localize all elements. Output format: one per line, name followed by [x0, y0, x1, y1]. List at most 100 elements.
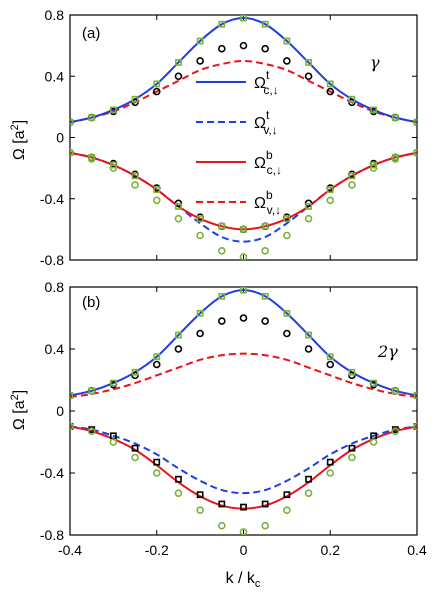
data-point-square-a [240, 15, 247, 22]
data-point-circle-a [239, 253, 248, 260]
y-tick-label-b: -0.8 [40, 527, 64, 543]
panel-a: -0.8 -0.4 0 0.4 0.8 (a) γ Ωt c,↓ Ωt v,↓ Ωb c,↓ Ωb v,↓ [40, 7, 418, 268]
data-point-circle-b [218, 521, 226, 530]
x-tick-label-b: 0.2 [321, 542, 341, 558]
y-tick-label-b: 0.8 [45, 279, 65, 295]
legend-label: Ωt v,↓ [254, 108, 278, 137]
data-point-square-a [175, 203, 182, 210]
data-point-square-b [305, 331, 312, 339]
data-point-square-a [131, 172, 139, 180]
data-point-circle-a [70, 149, 74, 157]
data-point-square-b [153, 353, 161, 361]
param-label-b: 2γ [377, 342, 398, 361]
data-point-circle-a [304, 214, 313, 223]
series-line-b-0 [70, 289, 417, 397]
data-point-square-a [391, 114, 399, 121]
data-point-circle-b [218, 317, 226, 325]
data-point-circle-b [70, 422, 74, 431]
data-point-circle-b [348, 453, 356, 462]
data-point-circle-a [196, 57, 204, 65]
data-point-square-b [283, 309, 291, 317]
data-point-circle-a [413, 149, 417, 157]
panel-b: -0.4 -0.2 0 0.2 0.4-0.8-0.400.40.8(b)2γ [40, 279, 427, 558]
data-point-square-b [391, 387, 399, 395]
data-point-square-a [370, 161, 378, 169]
y-tick-label-b: 0.4 [45, 341, 65, 357]
data-point-square-a [305, 59, 312, 66]
data-point-circle-a [174, 72, 183, 81]
data-point-circle-a [87, 155, 96, 163]
param-label-a: γ [370, 53, 380, 72]
data-point-circle-a [283, 231, 291, 240]
data-point-square-a [283, 37, 291, 45]
y-axis-label-b: Ω [a2] [9, 390, 28, 430]
data-point-square-a [370, 106, 378, 114]
data-point-circle-b [283, 506, 291, 515]
data-point-square-a [348, 95, 356, 103]
y-axis-label-a: Ω [a2] [9, 120, 28, 160]
data-point-square-b [196, 491, 204, 499]
data-point-square-b [370, 379, 378, 387]
y-tick-label-a: -0.4 [40, 191, 64, 207]
series-line-b-2 [70, 425, 417, 510]
y-tick-label-a: 0.4 [45, 68, 65, 84]
data-point-circle-b [174, 345, 183, 353]
data-point-circle-a [239, 41, 248, 50]
data-point-circle-a [218, 247, 226, 255]
x-tick-label-b: 0 [240, 542, 248, 558]
data-point-square-b [326, 458, 334, 466]
plot-frame-a [69, 14, 418, 261]
data-point-circle-a [152, 87, 161, 96]
data-point-circle-b [87, 427, 96, 435]
data-point-square-a [109, 106, 117, 114]
x-tick-label-b: 0.4 [407, 542, 427, 558]
y-tick-label-a: 0.8 [45, 7, 65, 23]
data-point-square-a [175, 59, 182, 66]
data-point-circle-b [174, 489, 183, 497]
data-point-circle-a [326, 196, 335, 205]
data-point-circle-b [304, 345, 313, 353]
data-point-square-b [261, 292, 269, 300]
data-point-square-b [348, 368, 356, 376]
data-point-circle-a [283, 57, 291, 65]
data-point-square-a [70, 118, 74, 126]
data-point-square-a [283, 215, 291, 223]
data-point-circle-a [109, 164, 118, 172]
data-point-square-a [240, 225, 247, 233]
data-point-circle-b [283, 329, 291, 338]
data-point-square-a [261, 20, 269, 28]
legend: Ωt c,↓ Ωt v,↓ Ωb c,↓ Ωb v,↓ [196, 68, 282, 217]
legend-label: Ωb v,↓ [254, 188, 281, 217]
data-point-circle-b [391, 427, 400, 435]
series-line-b-1 [70, 425, 417, 495]
y-tick-label-b: -0.4 [40, 465, 64, 481]
y-tick-label-a: 0 [56, 130, 64, 146]
data-point-circle-b [326, 360, 335, 369]
data-point-circle-b [196, 329, 204, 338]
panel-tag-b: (b) [82, 294, 100, 311]
series-line-b-3 [70, 352, 417, 399]
data-point-circle-b [131, 453, 139, 462]
data-point-square-b [218, 500, 226, 508]
data-point-circle-b [152, 469, 161, 477]
data-point-square-b [175, 331, 182, 339]
data-point-square-a [196, 215, 204, 223]
data-point-square-a [348, 172, 356, 180]
data-point-circle-a [196, 231, 204, 240]
data-point-square-a [88, 114, 96, 121]
data-point-circle-b [304, 489, 313, 497]
data-point-circle-b [239, 314, 248, 322]
data-point-square-a [153, 186, 161, 193]
data-point-circle-a [218, 44, 226, 53]
series-line-a-1 [70, 151, 417, 243]
x-tick-label-b: -0.2 [145, 542, 169, 558]
data-point-square-b [131, 368, 139, 376]
data-point-square-b [348, 444, 356, 452]
data-point-circle-a [261, 247, 269, 255]
data-point-circle-a [304, 72, 313, 81]
data-point-circle-b [196, 506, 204, 515]
series-line-a-0 [70, 17, 417, 124]
data-point-square-a [326, 186, 334, 193]
